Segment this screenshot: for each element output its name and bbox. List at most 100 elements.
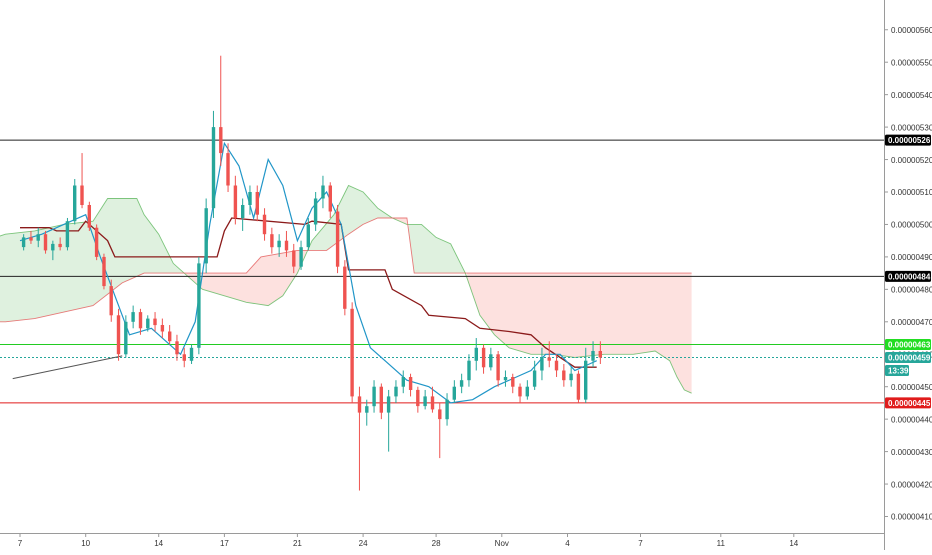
candle-body-66	[503, 377, 508, 381]
candle-body-14	[124, 321, 128, 355]
x-tick-label-8: 4	[565, 539, 570, 548]
candle-body-9	[87, 205, 91, 228]
cloud-segment-4	[408, 224, 466, 274]
candle-body-1	[29, 237, 33, 241]
candle-body-25	[204, 208, 208, 264]
candle-body-40	[313, 198, 318, 225]
kijun-sen-line	[20, 217, 597, 368]
horizontal-lines	[0, 139, 884, 404]
price-label-bg-3	[885, 351, 931, 363]
price-label-2: 0.00000463	[888, 341, 931, 350]
candle-body-6	[65, 221, 70, 248]
candle-body-36	[284, 240, 289, 251]
y-tick-label-14: 0.00000550	[891, 58, 932, 67]
candle-body-32	[255, 192, 259, 215]
candle-body-69	[525, 386, 529, 397]
trend-lines	[12, 355, 123, 380]
y-tick-label-7: 0.00000480	[891, 286, 932, 295]
candle-body-39	[306, 224, 310, 248]
y-tick-label-6: 0.00000470	[891, 318, 932, 327]
x-tick-label-11: 14	[789, 539, 798, 548]
candle-body-24	[197, 263, 201, 348]
candle-body-31	[248, 192, 252, 205]
price-axis: 0.00000410 0.00000420 0.00000430 0.00000440…	[884, 0, 932, 550]
candle-body-3	[43, 234, 48, 251]
candle-body-22	[182, 354, 186, 361]
candles	[21, 55, 602, 491]
x-tick-label-6: 28	[432, 539, 441, 548]
candle-body-7	[73, 185, 77, 222]
candle-body-60	[459, 380, 464, 387]
candle-body-35	[277, 240, 281, 248]
price-label-4: 13:39	[888, 366, 909, 375]
candle-body-17	[146, 318, 150, 329]
candle-body-30	[241, 205, 245, 218]
candle-body-37	[292, 250, 296, 267]
candle-body-27	[219, 127, 223, 154]
candle-body-71	[540, 357, 544, 371]
candle-body-59	[452, 386, 456, 400]
y-tick-label-10: 0.00000510	[891, 188, 932, 197]
candle-body-13	[116, 315, 121, 355]
candle-body-28	[226, 153, 230, 186]
price-label-3: 0.00000459	[888, 353, 931, 362]
candle-body-48	[372, 386, 376, 407]
x-tick-label-0: 7	[18, 539, 23, 548]
y-tick-label-8: 0.00000490	[891, 253, 932, 262]
x-tick-label-4: 21	[293, 539, 302, 548]
candle-body-11	[102, 256, 106, 287]
price-label-5: 0.00000445	[888, 399, 931, 408]
candle-body-19	[160, 325, 165, 332]
candle-body-70	[532, 370, 537, 387]
y-tick-label-13: 0.00000540	[891, 91, 932, 100]
candle-body-43	[335, 211, 340, 267]
candle-body-0	[21, 237, 26, 248]
senkou-span-a-line	[0, 184, 692, 394]
candle-body-76	[576, 373, 581, 400]
candle-body-73	[554, 360, 559, 371]
candle-body-42	[328, 185, 332, 212]
candle-body-61	[467, 360, 471, 381]
candle-body-56	[430, 396, 435, 410]
y-tick-label-15: 0.00000560	[891, 26, 932, 35]
candle-body-12	[109, 286, 113, 316]
ichimoku-cloud	[0, 184, 692, 394]
candle-body-50	[386, 396, 391, 413]
candle-body-29	[233, 185, 238, 218]
candle-body-49	[379, 386, 383, 413]
price-label-1: 0.00000484	[888, 272, 931, 281]
candle-body-75	[569, 373, 573, 381]
candle-body-47	[365, 406, 369, 413]
candle-body-52	[401, 377, 405, 387]
candle-body-67	[511, 377, 515, 387]
candle-body-46	[357, 396, 362, 413]
y-tick-label-1: 0.00000420	[891, 480, 932, 489]
time-axis: 7 10 14 17 21 24 28 Nov 4 7 11 14	[0, 533, 884, 550]
candle-body-78	[591, 351, 595, 361]
cloud-segment-0	[0, 198, 185, 322]
candle-body-45	[350, 308, 354, 397]
y-tick-label-9: 0.00000500	[891, 221, 932, 230]
x-tick-label-10: 11	[717, 539, 726, 548]
y-tick-label-12: 0.00000530	[891, 123, 932, 132]
candle-body-33	[262, 214, 267, 235]
y-tick-label-4: 0.00000450	[891, 383, 932, 392]
candle-body-18	[153, 318, 157, 326]
cloud-segment-5	[467, 273, 692, 394]
x-tick-label-9: 7	[638, 539, 643, 548]
candle-body-57	[438, 409, 442, 420]
trendline	[12, 355, 123, 380]
price-label-bg-1	[885, 270, 931, 282]
y-tick-label-11: 0.00000520	[891, 156, 932, 165]
candle-body-34	[270, 234, 274, 248]
candle-body-38	[299, 247, 303, 267]
candle-body-23	[189, 347, 194, 361]
candle-body-26	[211, 127, 216, 209]
candle-body-68	[518, 386, 522, 397]
candle-body-77	[584, 360, 588, 400]
price-label-0: 0.00000526	[888, 136, 931, 145]
candle-body-16	[138, 312, 143, 329]
candle-body-65	[496, 354, 500, 381]
